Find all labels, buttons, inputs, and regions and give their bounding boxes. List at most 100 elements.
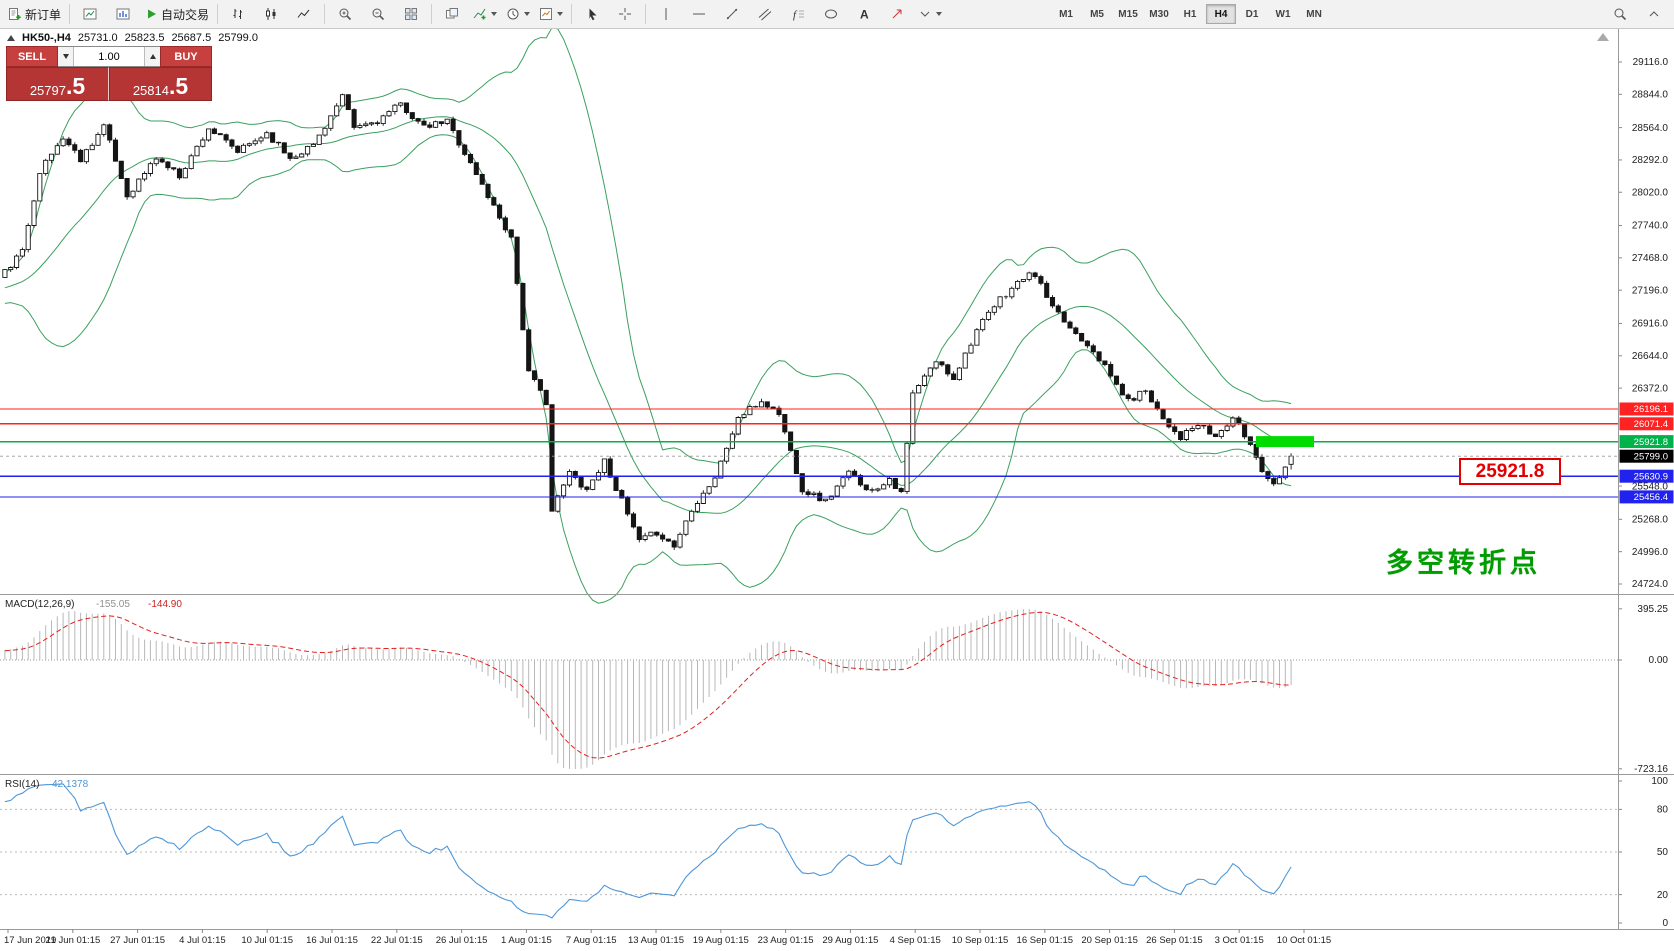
- vline-button[interactable]: [650, 2, 682, 26]
- svg-text:25268.0: 25268.0: [1632, 515, 1669, 526]
- svg-text:26916.0: 26916.0: [1632, 319, 1669, 330]
- candles-bullish: [2, 94, 1294, 548]
- buy-price-main: 25814: [132, 83, 169, 98]
- arrow-tool-button[interactable]: [881, 2, 913, 26]
- shapes-button[interactable]: [815, 2, 847, 26]
- svg-text:10 Oct 01:15: 10 Oct 01:15: [1277, 935, 1331, 946]
- cursor-icon: [589, 8, 597, 21]
- periods-button[interactable]: [502, 2, 534, 26]
- timeframe-d1[interactable]: D1: [1245, 8, 1259, 20]
- main-toolbar: 新订单 自动交易 f A M1 M5 M15 M30 H1 H4 D1 W1 MN: [0, 0, 1674, 29]
- dropdown-caret-icon: [557, 12, 564, 16]
- macd-label: MACD(12,26,9): [5, 599, 74, 610]
- templates-button[interactable]: [535, 2, 567, 26]
- timeframe-m15[interactable]: M15: [1118, 8, 1138, 20]
- hline-button[interactable]: [683, 2, 715, 26]
- candle-chart-button[interactable]: [255, 2, 287, 26]
- fibo-icon: f: [793, 9, 805, 21]
- new-order-icon: [9, 8, 21, 20]
- candles-bearish: [66, 94, 1277, 548]
- cursor-button[interactable]: [576, 2, 608, 26]
- zoom-out-button[interactable]: [362, 2, 394, 26]
- svg-text:26644.0: 26644.0: [1632, 351, 1669, 362]
- line-chart-button[interactable]: [288, 2, 320, 26]
- more-icon: [920, 11, 930, 17]
- crosshair-button[interactable]: [609, 2, 641, 26]
- bar-chart-button[interactable]: [222, 2, 254, 26]
- chart-shift-icon[interactable]: [1597, 33, 1609, 41]
- volume-input[interactable]: [74, 47, 144, 66]
- cascade-button[interactable]: [436, 2, 468, 26]
- macd-signal-line: [4, 611, 1292, 759]
- charts-window-button[interactable]: [74, 2, 106, 26]
- svg-text:28564.0: 28564.0: [1632, 123, 1669, 134]
- svg-text:3 Oct 01:15: 3 Oct 01:15: [1215, 935, 1264, 946]
- more-button[interactable]: [914, 2, 946, 26]
- svg-text:16 Sep 01:15: 16 Sep 01:15: [1017, 935, 1074, 946]
- bollinger-upper: [4, 29, 1292, 464]
- channel-button[interactable]: [749, 2, 781, 26]
- timeframe-w1[interactable]: W1: [1275, 8, 1291, 20]
- svg-text:27740.0: 27740.0: [1632, 221, 1669, 232]
- templates-icon: [540, 8, 553, 20]
- buy-price-display[interactable]: 25814.5: [109, 67, 212, 101]
- svg-text:24996.0: 24996.0: [1632, 547, 1669, 558]
- svg-text:10 Sep 01:15: 10 Sep 01:15: [952, 935, 1009, 946]
- indicators-button[interactable]: [469, 2, 501, 26]
- timeframe-h1[interactable]: H1: [1183, 8, 1197, 20]
- trendline-button[interactable]: [716, 2, 748, 26]
- svg-text:26196.1: 26196.1: [1634, 404, 1668, 415]
- turning-point-note[interactable]: 多空转折点: [1386, 548, 1541, 578]
- candle-chart-icon: [266, 8, 276, 20]
- svg-text:26372.0: 26372.0: [1632, 383, 1669, 394]
- sell-button[interactable]: SELL: [6, 46, 58, 67]
- svg-text:16 Jul 01:15: 16 Jul 01:15: [306, 935, 358, 946]
- chevron-up-icon: [1649, 11, 1659, 17]
- green-highlight-marker[interactable]: [1256, 436, 1314, 448]
- sell-price-display[interactable]: 25797.5: [6, 67, 109, 101]
- search-button[interactable]: [1604, 2, 1636, 26]
- market-watch-button[interactable]: [107, 2, 139, 26]
- buy-button[interactable]: BUY: [160, 46, 212, 67]
- svg-text:-155.05: -155.05: [96, 599, 130, 610]
- symbol-info: HK50-,H4 25731.0 25823.5 25687.5 25799.0: [7, 32, 258, 44]
- toolbar-separator: [431, 4, 433, 24]
- text-tool-button[interactable]: A: [848, 2, 880, 26]
- svg-text:4 Jul 01:15: 4 Jul 01:15: [179, 935, 225, 946]
- price-chart-canvas[interactable]: 26196.1 26071.4 25921.8 25630.9 25456.4 25799…: [0, 29, 1674, 950]
- svg-text:0.00: 0.00: [1649, 655, 1669, 666]
- shapes-icon: [825, 9, 838, 19]
- new-order-button[interactable]: 新订单: [4, 2, 65, 26]
- zoom-in-button[interactable]: [329, 2, 361, 26]
- timeframe-h4[interactable]: H4: [1206, 4, 1237, 24]
- line-chart-icon: [297, 9, 310, 18]
- indicators-icon: [473, 8, 486, 20]
- volume-increase-button[interactable]: [144, 47, 160, 66]
- dropdown-caret-icon: [491, 12, 498, 16]
- tile-windows-button[interactable]: [395, 2, 427, 26]
- timeframe-m30[interactable]: M30: [1149, 8, 1169, 20]
- new-order-label: 新订单: [25, 7, 62, 22]
- chart-collapse-icon[interactable]: [7, 35, 15, 41]
- svg-text:100: 100: [1651, 776, 1668, 787]
- chevron-up-button[interactable]: [1638, 2, 1670, 26]
- timeframe-mn[interactable]: MN: [1306, 8, 1322, 20]
- svg-text:28844.0: 28844.0: [1632, 90, 1669, 101]
- svg-text:27 Jun 01:15: 27 Jun 01:15: [110, 935, 165, 946]
- price-callout[interactable]: 25921.8: [1459, 458, 1561, 485]
- timeframe-m5[interactable]: M5: [1090, 8, 1104, 20]
- volume-decrease-button[interactable]: [58, 47, 74, 66]
- fibo-button[interactable]: f: [782, 2, 814, 26]
- tile-windows-icon: [405, 8, 418, 20]
- timeframe-m1[interactable]: M1: [1059, 8, 1073, 20]
- svg-text:42.1378: 42.1378: [52, 779, 89, 790]
- svg-text:22 Jul 01:15: 22 Jul 01:15: [371, 935, 423, 946]
- autotrade-button[interactable]: 自动交易: [140, 2, 213, 26]
- svg-text:80: 80: [1657, 805, 1669, 816]
- svg-text:25548.0: 25548.0: [1632, 481, 1669, 492]
- buy-price-fraction: .5: [168, 73, 189, 100]
- svg-text:20 Sep 01:15: 20 Sep 01:15: [1081, 935, 1138, 946]
- svg-text:13 Aug 01:15: 13 Aug 01:15: [628, 935, 684, 946]
- svg-text:4 Sep 01:15: 4 Sep 01:15: [890, 935, 941, 946]
- timeframe-toolbar: M1 M5 M15 M30 H1 H4 D1 W1 MN: [1051, 4, 1329, 24]
